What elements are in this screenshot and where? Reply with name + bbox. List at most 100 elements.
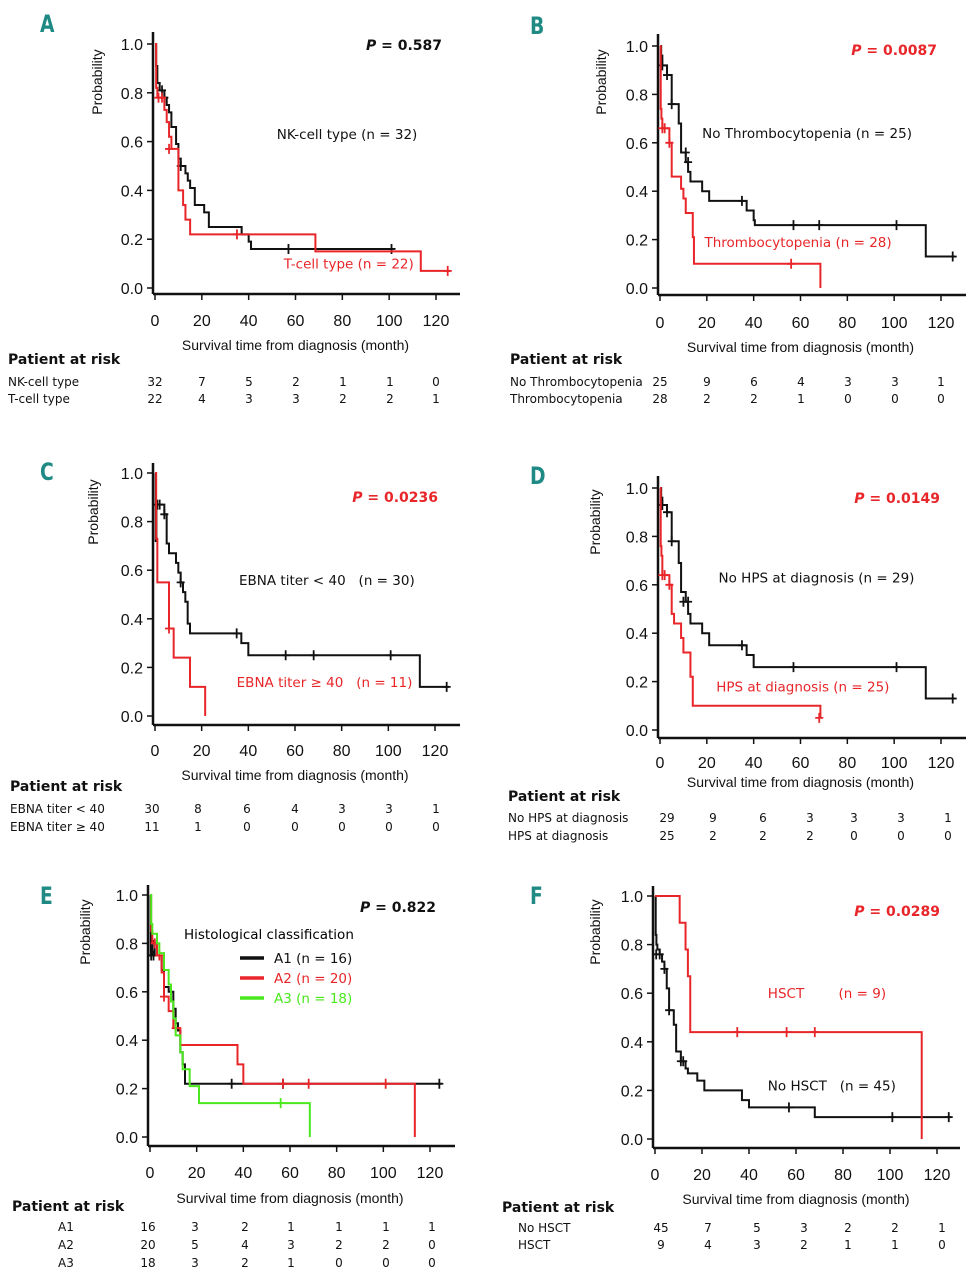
p-value: P = 0.587 bbox=[366, 38, 442, 54]
censor-mark bbox=[658, 60, 667, 71]
censor-mark bbox=[160, 991, 168, 1002]
censor-mark bbox=[810, 1027, 819, 1038]
x-tick-label: 40 bbox=[239, 743, 257, 760]
risk-count: 2 bbox=[703, 392, 711, 406]
y-axis-title: Probability bbox=[85, 479, 101, 544]
risk-count: 4 bbox=[291, 802, 299, 816]
risk-count: 3 bbox=[245, 392, 253, 406]
x-tick-label: 0 bbox=[151, 313, 160, 330]
risk-count: 3 bbox=[191, 1220, 199, 1234]
km-plot: 0.0 0.2 0.4 0.6 0.8 1.0 0 20 40 60 80 100 120 Surviva… bbox=[593, 34, 966, 355]
x-tick-label: 120 bbox=[417, 1165, 444, 1182]
risk-count: 3 bbox=[292, 392, 300, 406]
censor-mark bbox=[442, 681, 451, 692]
censor-mark bbox=[892, 662, 901, 673]
censor-mark bbox=[784, 1102, 793, 1113]
x-tick-label: 60 bbox=[787, 1167, 805, 1184]
risk-table: Patient at risk No HPS at diagnosis 29 9 6 3 3… bbox=[490, 440, 980, 860]
y-tick-label: 0.8 bbox=[626, 87, 648, 104]
y-tick-label: 0.0 bbox=[121, 709, 143, 726]
risk-count: 3 bbox=[800, 1221, 808, 1235]
x-tick-label: 100 bbox=[375, 743, 402, 760]
p-value-text: = 0.0289 bbox=[864, 904, 940, 920]
risk-count: 0 bbox=[432, 820, 440, 834]
x-tick-label: 40 bbox=[745, 755, 763, 772]
y-tick-label: 1.0 bbox=[626, 39, 648, 56]
risk-count: 7 bbox=[704, 1221, 712, 1235]
censor-mark bbox=[665, 1005, 674, 1016]
y-tick-label: 0.2 bbox=[116, 1082, 138, 1099]
risk-table-title: Patient at risk bbox=[510, 352, 623, 368]
x-tick-label: 80 bbox=[328, 1165, 346, 1182]
curve-annotation: EBNA titer ≥ 40 (n = 11) bbox=[237, 675, 413, 691]
risk-count: 6 bbox=[750, 375, 758, 389]
y-axis-title: Probability bbox=[587, 489, 603, 554]
x-tick-label: 100 bbox=[881, 755, 908, 772]
risk-count: 2 bbox=[241, 1256, 249, 1270]
risk-count: 5 bbox=[245, 375, 253, 389]
x-axis-title: Survival time from diagnosis (month) bbox=[687, 339, 914, 355]
y-tick-label: 0.2 bbox=[121, 232, 143, 249]
x-tick-label: 60 bbox=[287, 313, 305, 330]
censor-mark bbox=[789, 220, 798, 231]
risk-count: 25 bbox=[652, 375, 668, 389]
censor-mark bbox=[948, 251, 957, 262]
curve-annotation: HPS at diagnosis (n = 25) bbox=[716, 679, 889, 695]
p-value: P = 0.0236 bbox=[352, 490, 438, 506]
risk-table-title: Patient at risk bbox=[12, 1199, 125, 1215]
y-tick-label: 0.6 bbox=[621, 986, 643, 1003]
y-tick-label: 0.4 bbox=[121, 183, 143, 200]
legend-title: Histological classification bbox=[184, 927, 354, 943]
risk-row-label: EBNA titer ≥ 40 bbox=[10, 820, 105, 834]
censor-mark bbox=[737, 640, 746, 651]
risk-count: 1 bbox=[937, 375, 945, 389]
risk-count: 30 bbox=[144, 802, 160, 816]
censor-mark bbox=[944, 1112, 953, 1123]
p-value-text: = 0.0087 bbox=[861, 43, 937, 59]
risk-row-label: EBNA titer < 40 bbox=[10, 802, 105, 816]
km-plot: 0.0 0.2 0.4 0.6 0.8 1.0 0 20 40 60 80 100 120 Surviva… bbox=[587, 886, 960, 1207]
x-tick-label: 120 bbox=[928, 315, 955, 332]
risk-count: 18 bbox=[140, 1256, 156, 1270]
y-tick-label: 0.2 bbox=[121, 660, 143, 677]
risk-count: 0 bbox=[850, 829, 858, 843]
censor-mark bbox=[165, 623, 173, 634]
risk-count: 6 bbox=[759, 811, 767, 825]
risk-count: 3 bbox=[844, 375, 852, 389]
risk-table: Patient at risk No HSCT 45 7 5 3 2 2 1 HSCT 9 4 3 2 1 1… bbox=[490, 870, 980, 1280]
risk-count: 8 bbox=[194, 802, 202, 816]
x-tick-label: 20 bbox=[698, 315, 716, 332]
risk-row-label: No Thrombocytopenia bbox=[510, 375, 643, 389]
survival-curve-no-thrombocytopenia bbox=[660, 45, 956, 258]
panel-c: C 0.0 0.2 0.4 0.6 0.8 1.0 0 20 40 60 80 100 120 Surviv… bbox=[0, 440, 490, 860]
x-tick-label: 40 bbox=[240, 313, 258, 330]
x-tick-label: 100 bbox=[376, 313, 403, 330]
p-value-text: = 0.0149 bbox=[864, 491, 940, 507]
x-tick-label: 60 bbox=[281, 1165, 299, 1182]
y-tick-label: 0.4 bbox=[621, 1035, 643, 1052]
censor-mark bbox=[815, 220, 824, 231]
risk-count: 9 bbox=[703, 375, 711, 389]
x-tick-label: 80 bbox=[838, 755, 856, 772]
censor-mark bbox=[733, 1027, 742, 1038]
risk-count: 20 bbox=[140, 1238, 156, 1252]
risk-count: 45 bbox=[653, 1221, 669, 1235]
risk-count: 1 bbox=[944, 811, 952, 825]
risk-count: 0 bbox=[382, 1256, 390, 1270]
risk-count: 3 bbox=[850, 811, 858, 825]
p-value-label: P bbox=[854, 491, 865, 507]
risk-count: 2 bbox=[386, 392, 394, 406]
censor-mark bbox=[386, 650, 395, 661]
risk-count: 2 bbox=[292, 375, 300, 389]
risk-count: 0 bbox=[432, 375, 440, 389]
risk-count: 1 bbox=[194, 820, 202, 834]
x-tick-label: 80 bbox=[333, 743, 351, 760]
censor-mark bbox=[655, 949, 664, 960]
panel-label: C bbox=[40, 458, 54, 486]
legend: Histological classification A1 (n = 16) A2… bbox=[184, 927, 354, 1007]
censor-mark bbox=[787, 258, 796, 269]
censor-mark bbox=[665, 579, 674, 590]
censor-mark bbox=[684, 596, 693, 607]
censor-mark bbox=[660, 963, 669, 974]
x-tick-label: 20 bbox=[693, 1167, 711, 1184]
